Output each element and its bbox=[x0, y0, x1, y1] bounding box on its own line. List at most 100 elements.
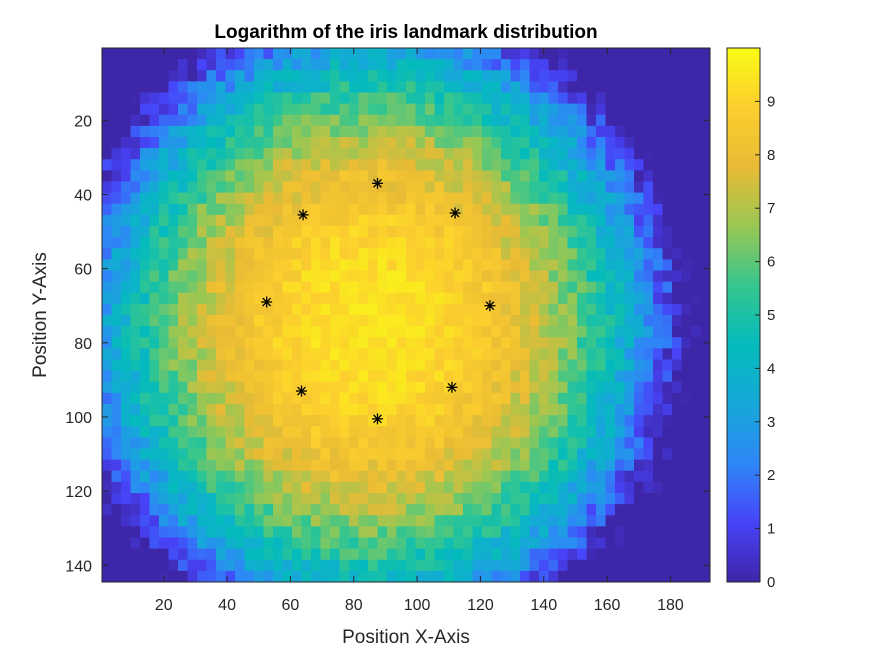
heatmap-cell bbox=[387, 81, 398, 94]
heatmap-cell bbox=[149, 103, 160, 116]
heatmap-cell bbox=[368, 214, 379, 227]
heatmap-cell bbox=[254, 481, 265, 494]
heatmap-cell bbox=[567, 270, 578, 283]
heatmap-cell bbox=[605, 248, 616, 260]
heatmap-cell bbox=[102, 537, 113, 550]
heatmap-cell bbox=[700, 470, 710, 483]
heatmap-cell bbox=[339, 270, 350, 283]
heatmap-cell bbox=[102, 437, 113, 450]
heatmap-cell bbox=[216, 392, 227, 405]
heatmap-cell bbox=[292, 426, 303, 438]
heatmap-cell bbox=[121, 303, 132, 316]
heatmap-cell bbox=[415, 348, 426, 361]
heatmap-cell bbox=[387, 48, 398, 60]
heatmap-cell bbox=[244, 103, 255, 116]
heatmap-cell bbox=[491, 114, 502, 127]
heatmap-cell bbox=[691, 481, 702, 494]
heatmap-cell bbox=[567, 281, 578, 294]
heatmap-cell bbox=[216, 404, 227, 416]
heatmap-cell bbox=[558, 270, 569, 283]
heatmap-cell bbox=[102, 359, 113, 372]
heatmap-cell bbox=[605, 192, 616, 205]
heatmap-cell bbox=[482, 92, 493, 105]
heatmap-cell bbox=[225, 504, 236, 516]
heatmap-cell bbox=[368, 459, 379, 472]
heatmap-cell bbox=[244, 537, 255, 550]
heatmap-cell bbox=[368, 81, 379, 94]
heatmap-cell bbox=[510, 459, 521, 472]
heatmap-cell bbox=[330, 526, 341, 539]
heatmap-cell bbox=[415, 70, 426, 82]
heatmap-cell bbox=[491, 103, 502, 116]
heatmap-cell bbox=[615, 448, 626, 461]
heatmap-cell bbox=[634, 92, 645, 105]
heatmap-cell bbox=[216, 337, 227, 349]
heatmap-cell bbox=[225, 270, 236, 283]
heatmap-cell bbox=[643, 459, 654, 472]
heatmap-cell bbox=[216, 315, 227, 327]
heatmap-cell bbox=[643, 81, 654, 94]
heatmap-cell bbox=[681, 148, 692, 160]
heatmap-cell bbox=[111, 426, 122, 438]
heatmap-cell bbox=[320, 192, 331, 205]
heatmap-cell bbox=[453, 404, 464, 416]
heatmap-cell bbox=[624, 448, 635, 461]
heatmap-cell bbox=[653, 426, 664, 438]
heatmap-cell bbox=[539, 181, 550, 194]
heatmap-cell bbox=[339, 59, 350, 71]
heatmap-cell bbox=[349, 170, 360, 183]
heatmap-cell bbox=[187, 70, 198, 82]
heatmap-cell bbox=[159, 504, 170, 516]
heatmap-cell bbox=[244, 370, 255, 383]
heatmap-cell bbox=[520, 259, 531, 272]
heatmap-cell bbox=[197, 526, 208, 539]
heatmap-cell bbox=[605, 48, 616, 60]
heatmap-cell bbox=[510, 337, 521, 349]
heatmap-cell bbox=[225, 181, 236, 194]
heatmap-cell bbox=[672, 392, 683, 405]
heatmap-cell bbox=[130, 92, 141, 105]
heatmap-cell bbox=[520, 470, 531, 483]
heatmap-cell bbox=[235, 114, 246, 127]
heatmap-cell bbox=[634, 181, 645, 194]
heatmap-cell bbox=[539, 415, 550, 427]
heatmap-cell bbox=[111, 392, 122, 405]
heatmap-cell bbox=[596, 470, 607, 483]
heatmap-cell bbox=[244, 248, 255, 260]
heatmap-cell bbox=[548, 125, 559, 138]
heatmap-cell bbox=[178, 381, 189, 394]
heatmap-cell bbox=[520, 192, 531, 205]
heatmap-cell bbox=[396, 315, 407, 327]
heatmap-cell bbox=[491, 270, 502, 283]
heatmap-cell bbox=[444, 226, 455, 238]
heatmap-cell bbox=[425, 459, 436, 472]
heatmap-cell bbox=[662, 281, 673, 294]
heatmap-cell bbox=[472, 337, 483, 349]
heatmap-cell bbox=[482, 470, 493, 483]
heatmap-cell bbox=[111, 526, 122, 539]
heatmap-cell bbox=[501, 281, 512, 294]
x-axis-label: Position X-Axis bbox=[342, 627, 470, 648]
heatmap-cell bbox=[662, 148, 673, 160]
heatmap-cell bbox=[102, 448, 113, 461]
heatmap-cell bbox=[529, 526, 540, 539]
heatmap-cell bbox=[691, 315, 702, 327]
heatmap-cell bbox=[634, 392, 645, 405]
heatmap-cell bbox=[235, 370, 246, 383]
heatmap-cell bbox=[501, 92, 512, 105]
heatmap-cell bbox=[501, 181, 512, 194]
heatmap-cell bbox=[510, 559, 521, 572]
heatmap-cell bbox=[444, 415, 455, 427]
heatmap-cell bbox=[472, 303, 483, 316]
heatmap-cell bbox=[624, 70, 635, 82]
heatmap-cell bbox=[510, 270, 521, 283]
heatmap-cell bbox=[662, 103, 673, 116]
heatmap-cell bbox=[235, 159, 246, 171]
heatmap-cell bbox=[406, 459, 417, 472]
heatmap-cell bbox=[520, 526, 531, 539]
heatmap-cell bbox=[700, 170, 710, 183]
heatmap-cell bbox=[273, 348, 284, 361]
heatmap-cell bbox=[263, 281, 274, 294]
heatmap-cell bbox=[510, 537, 521, 550]
heatmap-cell bbox=[463, 114, 474, 127]
